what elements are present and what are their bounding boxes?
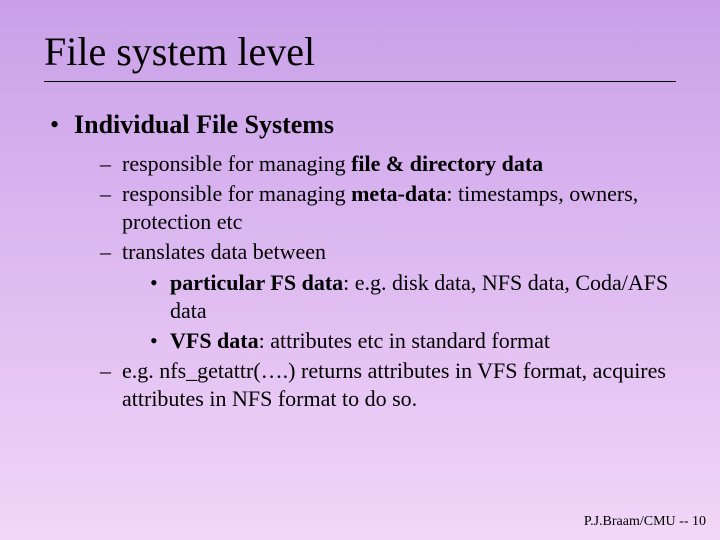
- level1-heading: Individual File Systems: [74, 110, 334, 139]
- bold-text: file & directory data: [351, 151, 543, 176]
- list-item: translates data between particular FS da…: [100, 238, 676, 355]
- list-item: VFS data: attributes etc in standard for…: [150, 327, 676, 355]
- slide-footer: P.J.Braam/CMU -- 10: [584, 514, 706, 530]
- bullet-list-level3: particular FS data: e.g. disk data, NFS …: [150, 269, 676, 355]
- bold-text: VFS data: [170, 328, 259, 353]
- text: : attributes etc in standard format: [259, 328, 550, 353]
- bold-text: meta-data: [351, 181, 446, 206]
- bullet-list-level1: Individual File Systems responsible for …: [50, 110, 676, 413]
- list-item: Individual File Systems responsible for …: [50, 110, 676, 413]
- bullet-list-level2: responsible for managing file & director…: [100, 150, 676, 413]
- text: responsible for managing: [122, 181, 351, 206]
- text: translates data between: [122, 239, 326, 264]
- list-item: responsible for managing file & director…: [100, 150, 676, 178]
- list-item: responsible for managing meta-data: time…: [100, 180, 676, 236]
- slide-title: File system level: [44, 28, 676, 75]
- text: e.g. nfs_getattr(….) returns attributes …: [122, 358, 666, 411]
- slide: File system level Individual File System…: [0, 0, 720, 540]
- bold-text: particular FS data: [170, 270, 343, 295]
- text: responsible for managing: [122, 151, 351, 176]
- list-item: particular FS data: e.g. disk data, NFS …: [150, 269, 676, 325]
- list-item: e.g. nfs_getattr(….) returns attributes …: [100, 357, 676, 413]
- title-rule: [44, 81, 676, 82]
